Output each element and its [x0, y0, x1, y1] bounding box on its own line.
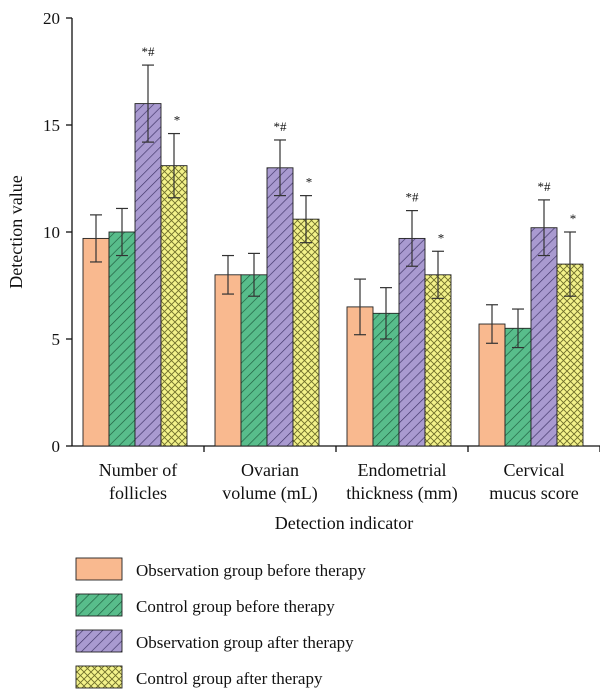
x-tick-label: Number of follicles: [99, 460, 177, 503]
bar: [82, 237, 110, 447]
legend-swatch: [75, 629, 123, 653]
significance-label: *#: [274, 119, 288, 134]
bar: [160, 165, 188, 447]
bar: [292, 218, 320, 447]
bar: [530, 227, 558, 447]
x-axis: Number of follicles Ovarian volume (mL) Endo…: [72, 445, 600, 533]
legend: Observation group before therapy Control …: [75, 557, 366, 689]
legend-label: Observation group before therapy: [136, 561, 366, 580]
legend-swatch: [75, 593, 123, 617]
significance-label: *#: [406, 190, 420, 205]
significance-label: *: [306, 175, 313, 190]
legend-label: Control group after therapy: [136, 669, 323, 688]
significance-label: *: [174, 113, 181, 128]
bar: [398, 237, 426, 447]
bar: [214, 274, 242, 447]
x-tick-label: Endometrial thickness (mm): [346, 460, 457, 504]
significance-label: *: [570, 211, 577, 226]
legend-swatch: [75, 665, 123, 689]
significance-label: *#: [538, 179, 552, 194]
bar: [266, 167, 294, 447]
significance-label: *#: [142, 44, 156, 59]
y-axis: 0 5 10 15 20 Detection value: [6, 9, 73, 456]
legend-label: Control group before therapy: [136, 597, 335, 616]
bar: [424, 274, 452, 447]
bar: [134, 103, 162, 447]
x-tick-label: Cervical mucus score: [489, 460, 578, 503]
y-tick-label: 15: [43, 116, 60, 135]
y-tick-label: 5: [52, 330, 61, 349]
y-tick-label: 10: [43, 223, 60, 242]
y-tick-label: 20: [43, 9, 60, 28]
bar: [108, 231, 136, 447]
bars: *# * *# * *# * *# *: [82, 44, 584, 447]
y-axis-title: Detection value: [6, 175, 26, 288]
legend-label: Observation group after therapy: [136, 633, 354, 652]
y-tick-label: 0: [52, 437, 61, 456]
x-tick-label: Ovarian volume (mL): [222, 460, 317, 504]
significance-label: *: [438, 230, 445, 245]
x-axis-title: Detection indicator: [275, 513, 413, 533]
legend-swatch: [75, 557, 123, 581]
bar: [240, 274, 268, 447]
